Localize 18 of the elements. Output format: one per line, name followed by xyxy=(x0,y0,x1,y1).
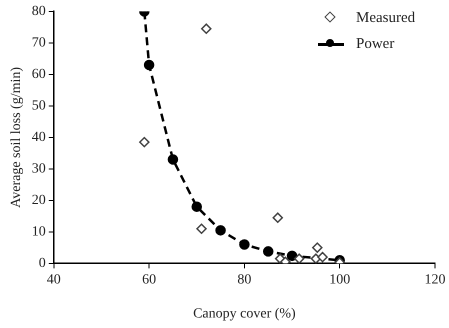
y-tick-label: 20 xyxy=(32,193,46,208)
x-tick-label: 120 xyxy=(424,272,446,288)
x-tick-label: 100 xyxy=(329,272,350,288)
legend-label: Measured xyxy=(356,10,416,27)
y-tick-label: 60 xyxy=(32,67,46,82)
y-tick-label: 50 xyxy=(32,98,46,114)
y-tick-label: 80 xyxy=(32,4,46,20)
x-axis-title: Canopy cover (%) xyxy=(193,306,296,322)
y-tick-label: 30 xyxy=(32,162,46,177)
y-tick-label: 40 xyxy=(32,130,46,146)
y-tick-label: 70 xyxy=(32,36,46,51)
y-axis-title: Average soil loss (g/min) xyxy=(9,66,24,208)
x-tick-label: 80 xyxy=(237,272,252,288)
legend-label: Power xyxy=(356,36,394,53)
y-tick-label: 0 xyxy=(38,256,46,272)
x-tick-label: 40 xyxy=(46,272,61,288)
y-tick-label: 10 xyxy=(32,224,46,240)
x-tick-label: 60 xyxy=(142,272,156,288)
